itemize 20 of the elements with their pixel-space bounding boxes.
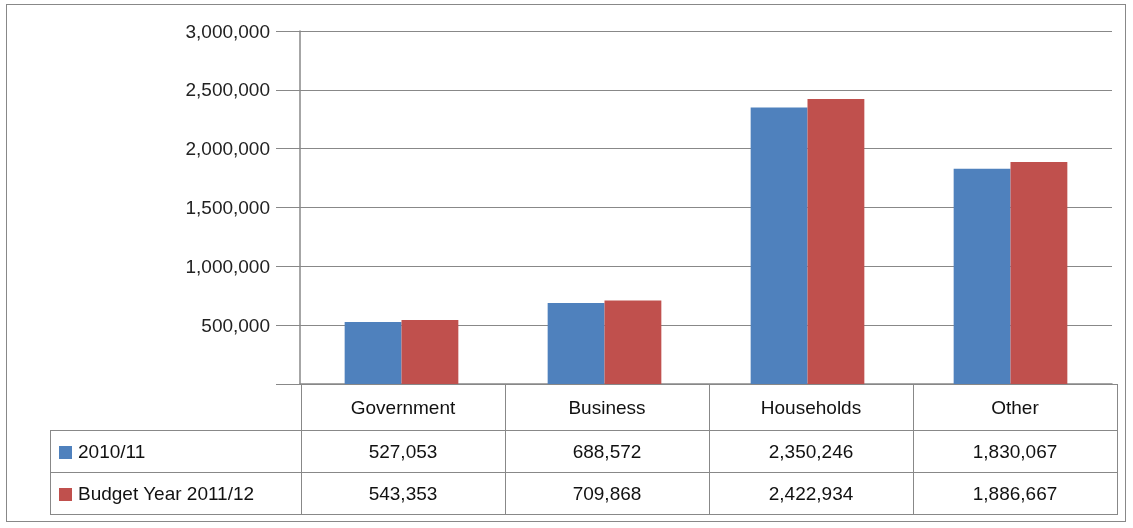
data-label: 2,422,934 — [709, 472, 913, 515]
data-label: 1,830,067 — [913, 430, 1117, 473]
x-tick-label: Business — [505, 384, 709, 431]
x-tick-label: Other — [913, 384, 1117, 431]
x-tick-label: Households — [709, 384, 913, 431]
data-label: 688,572 — [505, 430, 709, 473]
data-label: 1,886,667 — [913, 472, 1117, 515]
legend-label: Budget Year 2011/12 — [50, 472, 301, 515]
data-label: 709,868 — [505, 472, 709, 515]
data-label: 527,053 — [301, 430, 505, 473]
legend-label: 2010/11 — [50, 430, 301, 473]
y-tick-label: 500,000 — [201, 314, 270, 336]
y-tick-label: 2,000,000 — [185, 138, 270, 160]
y-tick-label: 1,000,000 — [185, 255, 270, 277]
data-label: 2,350,246 — [709, 430, 913, 473]
y-tick-label: 2,500,000 — [185, 79, 270, 101]
y-tick-label: 1,500,000 — [185, 197, 270, 218]
y-tick-label: 3,000,000 — [185, 20, 270, 42]
x-tick-label: Government — [301, 384, 505, 431]
data-label: 543,353 — [301, 472, 505, 515]
